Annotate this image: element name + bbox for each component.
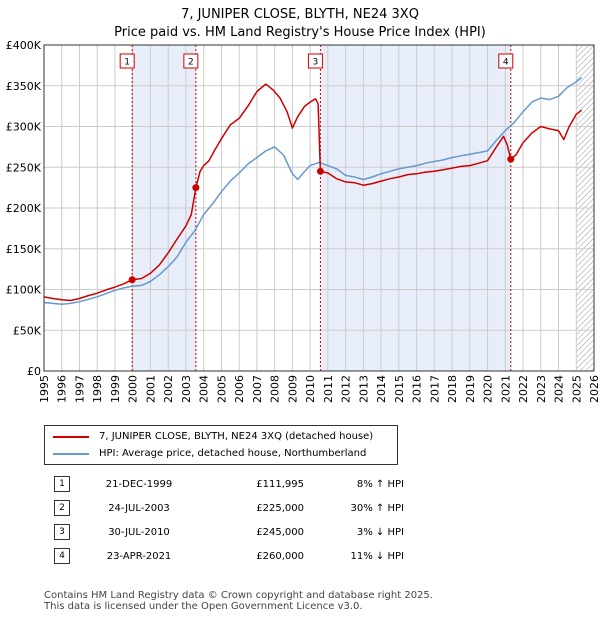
x-tick-label: 2016 [411,375,424,403]
x-tick-label: 1999 [109,375,122,403]
y-tick-label: £400K [6,39,42,52]
table-row: 3 30-JUL-2010 £245,000 3% ↓ HPI [40,520,404,544]
sale-point [316,167,324,175]
sale-point [507,155,515,163]
sale-date: 24-JUL-2003 [108,502,170,514]
sale-number-badge: 3 [54,524,70,540]
table-row: 4 23-APR-2021 £260,000 11% ↓ HPI [40,544,404,568]
footer-line2: This data is licensed under the Open Gov… [44,601,363,612]
sale-price: £225,000 [256,502,304,514]
chart-title-line1: 7, JUNIPER CLOSE, BLYTH, NE24 3XQ [181,7,419,22]
table-row: 1 21-DEC-1999 £111,995 8% ↑ HPI [40,472,404,496]
sale-date: 23-APR-2021 [106,550,172,562]
x-tick-label: 2015 [393,375,406,403]
price-paid-line [44,83,583,302]
sale-point [192,184,200,192]
footer-line1: Contains HM Land Registry data © Crown c… [44,590,433,601]
x-tick-label: 2011 [322,375,335,403]
legend-swatch-price [53,436,89,438]
sale-hpi-comparison: 30% ↑ HPI [350,502,404,514]
x-tick-label: 2001 [144,375,157,403]
sale-price: £245,000 [256,526,304,538]
table-row: 2 24-JUL-2003 £225,000 30% ↑ HPI [40,496,404,520]
y-tick-label: £0 [27,365,41,378]
x-tick-label: 2018 [446,375,459,403]
sale-point [128,276,136,284]
sale-label: 3 [313,58,319,68]
x-tick-label: 2000 [127,375,140,403]
footer-attribution: Contains HM Land Registry data © Crown c… [44,590,433,612]
sale-hpi-comparison: 11% ↓ HPI [350,550,404,562]
sale-hpi-comparison: 3% ↓ HPI [356,526,404,538]
sale-date: 21-DEC-1999 [105,478,173,490]
sale-label-box [307,53,323,69]
x-tick-label: 2004 [198,375,211,403]
x-tick-label: 2017 [428,375,441,403]
x-tick-label: 1998 [91,375,104,403]
x-tick-label: 2002 [162,375,175,403]
chart-legend: 7, JUNIPER CLOSE, BLYTH, NE24 3XQ (detac… [44,425,398,465]
hpi-line [44,77,583,305]
y-tick-label: £300K [6,121,42,134]
sale-label-box [498,53,514,69]
x-tick-label: 2012 [340,375,353,403]
y-tick-label: £150K [6,243,42,256]
x-tick-label: 2023 [535,375,548,403]
legend-swatch-hpi [53,453,89,455]
sale-label: 2 [188,58,194,68]
x-tick-label: 2010 [304,375,317,403]
sale-label: 4 [503,58,509,68]
x-tick-label: 1997 [73,375,86,403]
x-tick-label: 2022 [517,375,530,403]
sale-number-badge: 4 [54,548,70,564]
legend-label-price: 7, JUNIPER CLOSE, BLYTH, NE24 3XQ (detac… [99,431,374,442]
sale-number-badge: 1 [54,476,70,492]
sales-table: 1 21-DEC-1999 £111,995 8% ↑ HPI 2 24-JUL… [40,472,404,568]
sale-label-box [183,53,199,69]
x-tick-label: 2007 [251,375,264,403]
x-tick-label: 1996 [56,375,69,403]
x-tick-label: 2025 [570,375,583,403]
y-tick-label: £200K [6,202,42,215]
sale-price: £260,000 [256,550,304,562]
x-tick-label: 2013 [357,375,370,403]
sale-price: £111,995 [256,478,304,490]
x-tick-label: 2008 [269,375,282,403]
x-tick-label: 2021 [499,375,512,403]
x-tick-label: 2019 [464,375,477,403]
x-tick-label: 2006 [233,375,246,403]
y-tick-label: £250K [6,161,42,174]
sale-number-badge: 2 [54,500,70,516]
chart-title-line2: Price paid vs. HM Land Registry's House … [114,25,486,40]
x-tick-label: 2014 [375,375,388,403]
x-tick-label: 2003 [180,375,193,403]
y-tick-label: £350K [6,80,42,93]
legend-label-hpi: HPI: Average price, detached house, Nort… [99,448,367,459]
x-tick-label: 2005 [215,375,228,403]
sale-label-box [119,53,135,69]
x-tick-label: 2026 [588,375,600,403]
chart-title: 7, JUNIPER CLOSE, BLYTH, NE24 3XQ Price … [0,6,600,42]
price-chart: 1 2 3 4 £0 £50K £100K £150K £200K £250K £300K £350… [6,39,600,403]
plot-border [43,44,595,372]
y-tick-label: £50K [13,324,42,337]
x-tick-label: 1995 [38,375,51,403]
sale-label: 1 [124,58,130,68]
x-tick-label: 2020 [482,375,495,403]
sale-hpi-comparison: 8% ↑ HPI [356,478,404,490]
x-tick-label: 2009 [286,375,299,403]
x-tick-label: 2024 [553,375,566,403]
y-tick-label: £100K [6,284,42,297]
sale-date: 30-JUL-2010 [108,526,170,538]
